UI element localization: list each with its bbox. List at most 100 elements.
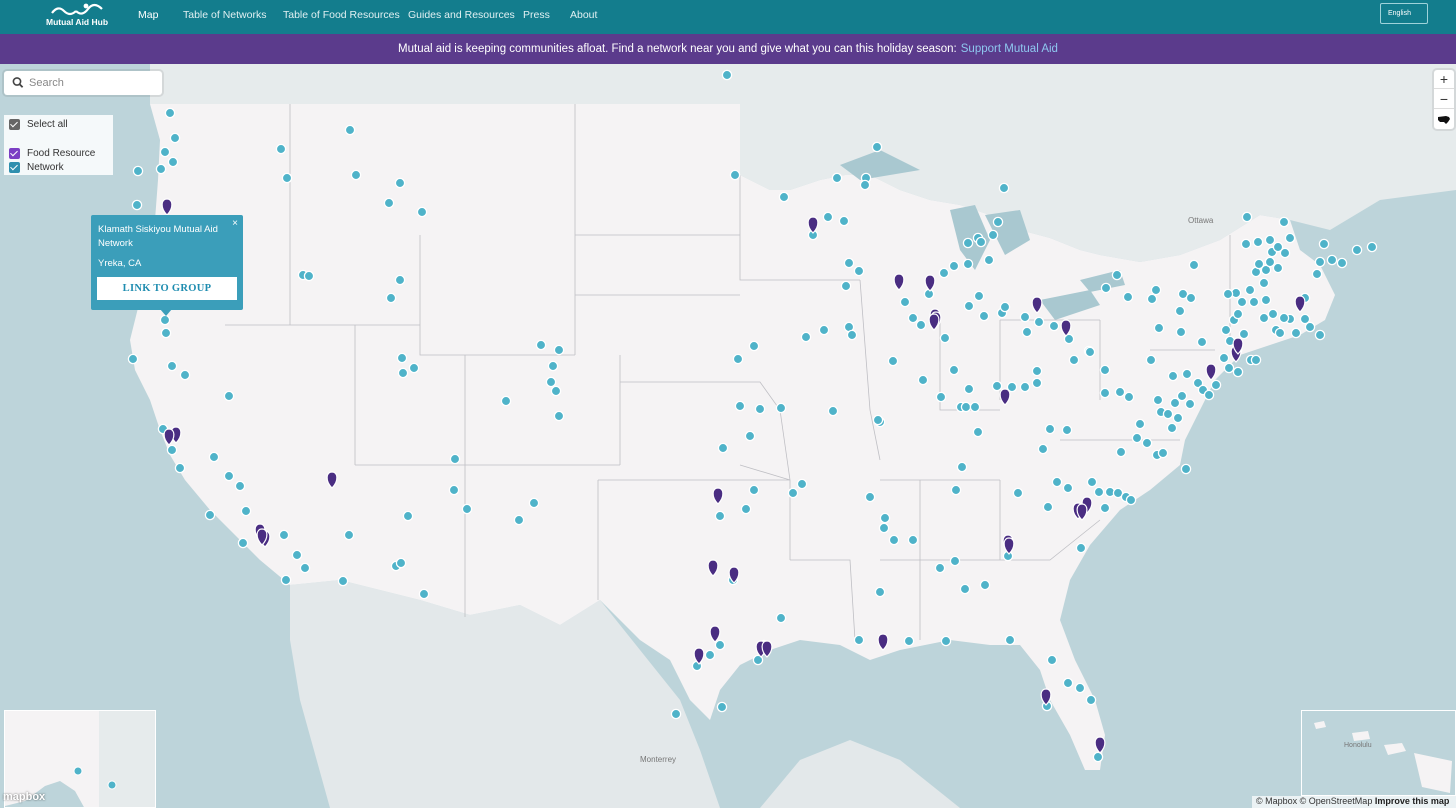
network-marker[interactable] [155,163,167,175]
zoom-out-button[interactable]: − [1434,90,1454,109]
network-marker[interactable] [878,522,890,534]
network-marker[interactable] [1062,677,1074,689]
network-marker[interactable] [1366,241,1378,253]
network-marker[interactable] [1157,447,1169,459]
network-marker[interactable] [963,383,975,395]
network-marker[interactable] [840,280,852,292]
network-marker[interactable] [1084,346,1096,358]
food-resource-marker[interactable] [712,487,724,505]
network-marker[interactable] [208,451,220,463]
network-marker[interactable] [716,701,728,713]
network-marker[interactable] [963,300,975,312]
network-marker[interactable] [204,509,216,521]
network-marker[interactable] [174,462,186,474]
nav-about[interactable]: About [570,9,598,21]
network-marker[interactable] [907,534,919,546]
network-marker[interactable] [1252,236,1264,248]
network-marker[interactable] [159,146,171,158]
network-marker[interactable] [394,274,406,286]
network-marker[interactable] [461,503,473,515]
network-marker[interactable] [1006,381,1018,393]
network-marker[interactable] [1238,328,1250,340]
network-marker[interactable] [991,380,1003,392]
network-marker[interactable] [1063,333,1075,345]
network-marker[interactable] [402,510,414,522]
network-marker[interactable] [859,179,871,191]
network-marker[interactable] [1253,258,1265,270]
network-marker[interactable] [1192,377,1204,389]
network-marker[interactable] [553,410,565,422]
network-marker[interactable] [1304,321,1316,333]
network-marker[interactable] [1232,308,1244,320]
network-marker[interactable] [1125,494,1137,506]
zoom-in-button[interactable]: + [1434,70,1454,89]
network-marker[interactable] [1021,326,1033,338]
network-marker[interactable] [1048,320,1060,332]
network-marker[interactable] [899,296,911,308]
network-marker[interactable] [831,172,843,184]
food-resource-marker[interactable] [1040,688,1052,706]
food-resource-marker[interactable] [928,313,940,331]
network-marker[interactable] [787,487,799,499]
network-marker[interactable] [550,385,562,397]
food-resource-marker[interactable] [1205,363,1217,381]
network-marker[interactable] [1250,354,1262,366]
network-marker[interactable] [291,549,303,561]
network-marker[interactable] [418,588,430,600]
network-marker[interactable] [1174,305,1186,317]
network-marker[interactable] [962,237,974,249]
network-marker[interactable] [179,369,191,381]
network-marker[interactable] [223,390,235,402]
network-marker[interactable] [1114,386,1126,398]
food-resource-marker[interactable] [1094,736,1106,754]
search-box[interactable] [4,71,162,95]
network-marker[interactable] [1222,288,1234,300]
network-marker[interactable] [397,367,409,379]
nav-press[interactable]: Press [523,9,550,21]
network-marker[interactable] [853,634,865,646]
network-marker[interactable] [1061,424,1073,436]
network-marker[interactable] [416,206,428,218]
network-marker[interactable] [939,332,951,344]
network-marker[interactable] [1099,364,1111,376]
logo[interactable]: Mutual Aid Hub [46,3,110,31]
network-marker[interactable] [1004,634,1016,646]
network-marker[interactable] [1244,284,1256,296]
network-marker[interactable] [917,374,929,386]
network-marker[interactable] [1351,244,1363,256]
food-resource-marker[interactable] [163,428,175,446]
network-marker[interactable] [721,69,733,81]
network-marker[interactable] [1260,294,1272,306]
network-marker[interactable] [822,211,834,223]
network-checkbox[interactable]: Network [9,162,64,173]
network-marker[interactable] [778,191,790,203]
network-marker[interactable] [935,391,947,403]
network-marker[interactable] [1085,694,1097,706]
network-marker[interactable] [915,319,927,331]
network-marker[interactable] [1172,412,1184,424]
link-to-group-button[interactable]: LINK TO GROUP [97,277,237,300]
network-marker[interactable] [500,395,512,407]
food-resource-marker[interactable] [709,625,721,643]
network-marker[interactable] [846,329,858,341]
network-marker[interactable] [714,639,726,651]
network-marker[interactable] [1150,284,1162,296]
food-resource-marker[interactable] [256,528,268,546]
select-all-checkbox[interactable]: Select all [9,119,68,130]
network-marker[interactable] [1074,682,1086,694]
network-marker[interactable] [1100,282,1112,294]
nav-table-of-networks[interactable]: Table of Networks [183,9,267,21]
network-marker[interactable] [1299,313,1311,325]
food-resource-marker[interactable] [893,273,905,291]
mapbox-logo[interactable]: mapbox [3,791,46,803]
network-marker[interactable] [281,172,293,184]
language-select[interactable]: English [1380,3,1428,24]
network-marker[interactable] [1019,311,1031,323]
network-marker[interactable] [938,267,950,279]
network-marker[interactable] [1031,365,1043,377]
network-marker[interactable] [299,562,311,574]
network-marker[interactable] [838,215,850,227]
food-resource-marker[interactable] [761,640,773,658]
network-marker[interactable] [1258,312,1270,324]
network-marker[interactable] [1264,256,1276,268]
